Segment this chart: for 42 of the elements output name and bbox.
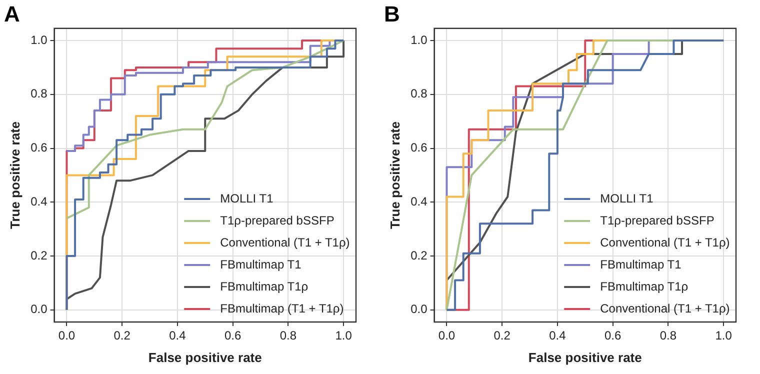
x-axis-title: False positive rate <box>528 350 642 365</box>
x-tick-label: 0.8 <box>280 328 297 343</box>
y-tick-label: 0.6 <box>30 140 48 155</box>
legend-label: Conventional (T1 + T1ρ) <box>600 235 730 250</box>
legend-label: FBmultimap T1ρ <box>220 279 308 294</box>
chart-title: A <box>4 1 20 26</box>
y-tick-label: 0.8 <box>30 86 48 101</box>
y-tick-label: 0.8 <box>410 86 428 101</box>
x-tick-label: 0.6 <box>224 328 242 343</box>
y-tick-label: 0.2 <box>30 248 48 262</box>
x-tick-label: 0.8 <box>660 328 677 343</box>
y-tick-label: 1.0 <box>410 32 428 47</box>
legend-label: Conventional (T1 + T1ρ) <box>600 301 730 316</box>
legend-label: FBmultimap T1ρ <box>600 279 688 294</box>
y-tick-label: 0.6 <box>410 140 428 155</box>
legend-label: FBmultimap T1 <box>220 257 302 272</box>
x-tick-label: 0.4 <box>169 328 186 343</box>
y-tick-label: 0.4 <box>30 194 48 208</box>
x-tick-label: 0.2 <box>114 328 131 343</box>
y-tick-label: 0.0 <box>410 302 428 316</box>
y-tick-label: 0.2 <box>410 248 428 262</box>
y-axis-title: True positive rate <box>387 121 402 230</box>
x-tick-label: 0.0 <box>58 328 76 343</box>
y-tick-label: 0.0 <box>30 302 48 316</box>
legend-label: T1ρ-prepared bSSFP <box>220 213 334 228</box>
chart-title: B <box>384 1 400 26</box>
x-tick-label: 1.0 <box>335 328 352 343</box>
x-tick-label: 0.4 <box>549 328 566 343</box>
y-tick-label: 0.4 <box>410 194 428 208</box>
x-tick-label: 0.0 <box>438 328 456 343</box>
legend-label: Conventional (T1 + T1ρ) <box>220 235 350 250</box>
x-tick-label: 1.0 <box>715 328 732 343</box>
x-axis-title: False positive rate <box>148 350 262 365</box>
legend-label: MOLLI T1 <box>220 191 274 206</box>
legend-label: MOLLI T1 <box>600 191 654 206</box>
y-tick-label: 1.0 <box>30 32 48 47</box>
x-tick-label: 0.6 <box>604 328 622 343</box>
legend-label: FBmultimap T1 <box>600 257 682 272</box>
y-axis-title: True positive rate <box>7 121 22 230</box>
legend-label: T1ρ-prepared bSSFP <box>600 213 714 228</box>
legend-label: FBmultimap (T1 + T1ρ) <box>220 301 344 316</box>
x-tick-label: 0.2 <box>494 328 511 343</box>
